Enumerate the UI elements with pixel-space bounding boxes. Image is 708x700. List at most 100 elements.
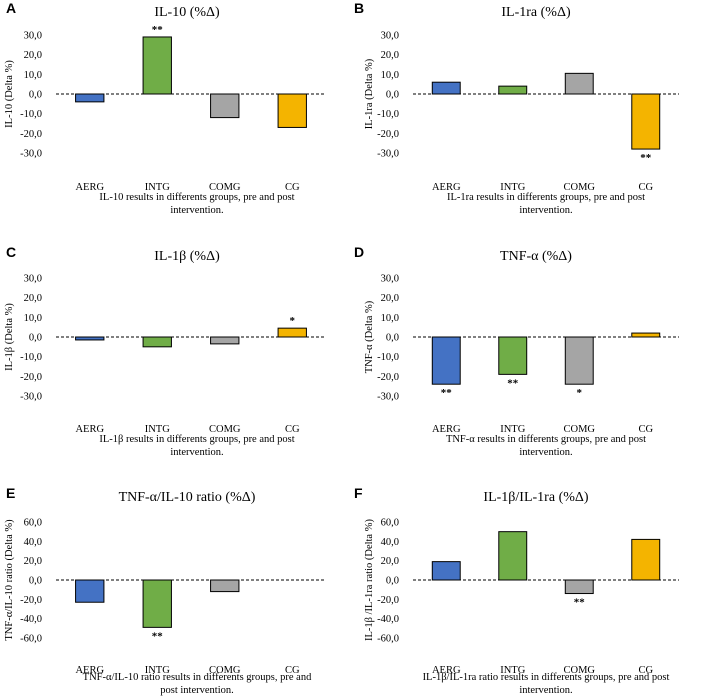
panel-f-category-intg: INTG (500, 665, 525, 676)
panel-a-category-intg: INTG (145, 182, 170, 193)
panel-d-bar-intg (498, 336, 528, 375)
panel-d-caption-line: TNF-α results in differents groups, pre … (446, 434, 646, 445)
panel-b-ytick-label: 20,0 (381, 50, 399, 61)
panel-e-bar-comg (210, 579, 240, 593)
panel-e-ytick-label: -20,0 (20, 595, 42, 606)
panel-c-ytick-label: -30,0 (20, 392, 42, 403)
panel-e-letter: E (6, 485, 15, 501)
panel-e-significance-intg: ** (152, 630, 164, 642)
panel-a-caption-line: IL-10 results in differents groups, pre … (99, 192, 294, 203)
panel-a-category-aerg: AERG (75, 182, 104, 193)
panel-c-significance-cg: * (290, 315, 296, 327)
panel-c-bar-comg (210, 336, 240, 345)
panel-d-bar-aerg (431, 336, 461, 385)
panel-c-title: IL-1β (%Δ) (154, 249, 220, 264)
panel-d-bar-cg (631, 332, 661, 338)
panel-f-ytick-label: -60,0 (377, 634, 399, 645)
panel-d-category-intg: INTG (500, 424, 525, 435)
panel-a-ytick-label: 0,0 (29, 90, 42, 101)
panel-e-ytick-label: -40,0 (20, 614, 42, 625)
panel-d-bar-comg (564, 336, 594, 385)
panel-b-bar-aerg (431, 81, 461, 95)
panel-c-category-intg: INTG (145, 424, 170, 435)
panel-b-ytick-label: -10,0 (377, 109, 399, 120)
panel-e-ytick-label: 60,0 (24, 518, 42, 529)
panel-d-significance-comg: * (577, 387, 583, 399)
panel-f-ytick-label: -40,0 (377, 614, 399, 625)
panel-c-ytick-label: -20,0 (20, 372, 42, 383)
panel-a-ytick-label: 20,0 (24, 50, 42, 61)
panel-d-ytick-label: 0,0 (386, 333, 399, 344)
panel-e-ytick-label: -60,0 (20, 634, 42, 645)
panel-a-bar-aerg (75, 93, 105, 103)
panel-b-title: IL-1ra (%Δ) (501, 5, 571, 20)
panel-d-category-comg: COMG (563, 424, 595, 435)
panel-e-ytick-label: 0,0 (29, 576, 42, 587)
panel-a-category-cg: CG (285, 182, 300, 193)
panel-f-bar-cg (631, 538, 661, 581)
panel-c-ytick-label: 10,0 (24, 313, 42, 324)
panel-d-caption-line: intervention. (519, 447, 572, 458)
panel-f-ytick-label: -20,0 (377, 595, 399, 606)
panel-d-significance-intg: ** (507, 377, 519, 389)
panel-c-ytick-label: -10,0 (20, 352, 42, 363)
panel-a-ytick-label: 10,0 (24, 70, 42, 81)
panel-e-title: TNF-α/IL-10 ratio (%Δ) (119, 490, 256, 505)
panel-a-title: IL-10 (%Δ) (154, 5, 220, 20)
panel-b-bar-intg (498, 85, 528, 95)
panel-c-caption-line: intervention. (170, 447, 223, 458)
panel-f-caption-line: IL-1β/IL-1ra ratio results in differents… (423, 672, 670, 683)
panel-c-caption-line: IL-1β results in differents groups, pre … (99, 434, 294, 445)
panel-b-significance-cg: ** (640, 152, 652, 164)
panel-b-bar-cg (631, 93, 661, 150)
panel-a-ytick-label: -20,0 (20, 129, 42, 140)
panel-a-significance-intg: ** (152, 24, 164, 36)
panel-f-category-cg: CG (638, 665, 653, 676)
panel-d-ytick-label: 10,0 (381, 313, 399, 324)
panel-d-significance-aerg: ** (441, 387, 453, 399)
panel-c-category-cg: CG (285, 424, 300, 435)
panel-f-ylabel: IL-1β /IL-1ra ratio (Delta %) (364, 519, 375, 641)
panel-f-ytick-label: 40,0 (381, 537, 399, 548)
panel-f-category-aerg: AERG (432, 665, 461, 676)
panel-b-ytick-label: 10,0 (381, 70, 399, 81)
panel-f-caption-line: intervention. (519, 685, 572, 696)
panel-a-ytick-label: -10,0 (20, 109, 42, 120)
panel-f-ytick-label: 0,0 (386, 576, 399, 587)
panel-a-category-comg: COMG (209, 182, 241, 193)
panel-c-category-aerg: AERG (75, 424, 104, 435)
panel-e-caption-line: TNF-α/IL-10 ratio results in differents … (83, 672, 312, 683)
panel-a-ylabel: IL-10 (Delta %) (4, 60, 15, 128)
panel-f-significance-comg: ** (574, 597, 586, 609)
panel-d-title: TNF-α (%Δ) (500, 249, 572, 264)
panel-d-category-cg: CG (638, 424, 653, 435)
panel-c-ytick-label: 30,0 (24, 274, 42, 285)
panel-c-ytick-label: 0,0 (29, 333, 42, 344)
panel-a-caption-line: intervention. (170, 205, 223, 216)
panel-d-ylabel: TNF-α (Delta %) (364, 300, 375, 373)
panel-c-bar-cg (277, 327, 307, 338)
panel-b-category-aerg: AERG (432, 182, 461, 193)
panel-c-ytick-label: 20,0 (24, 293, 42, 304)
panel-e-ylabel: TNF-α/IL-10 ratio (Delta %) (4, 519, 15, 641)
panel-f-category-comg: COMG (563, 665, 595, 676)
panel-f-bar-intg (498, 531, 528, 581)
panel-a-bar-cg (277, 93, 307, 128)
panel-b-bar-comg (564, 72, 594, 95)
panel-a-bar-comg (210, 93, 240, 119)
panel-f-title: IL-1β/IL-1ra (%Δ) (483, 490, 588, 505)
panel-e-caption-line: post intervention. (160, 685, 234, 696)
panel-e-category-cg: CG (285, 665, 300, 676)
panel-e-bar-aerg (75, 579, 105, 603)
panel-d-ytick-label: 30,0 (381, 274, 399, 285)
panel-b-ytick-label: 30,0 (381, 31, 399, 42)
panel-b-ytick-label: 0,0 (386, 90, 399, 101)
panel-d-ytick-label: -30,0 (377, 392, 399, 403)
panel-b-ytick-label: -20,0 (377, 129, 399, 140)
panel-b-ytick-label: -30,0 (377, 149, 399, 160)
panel-a-ytick-label: 30,0 (24, 31, 42, 42)
panel-d-ytick-label: 20,0 (381, 293, 399, 304)
panel-c-bar-aerg (75, 336, 105, 341)
panel-f-bar-aerg (431, 561, 461, 581)
